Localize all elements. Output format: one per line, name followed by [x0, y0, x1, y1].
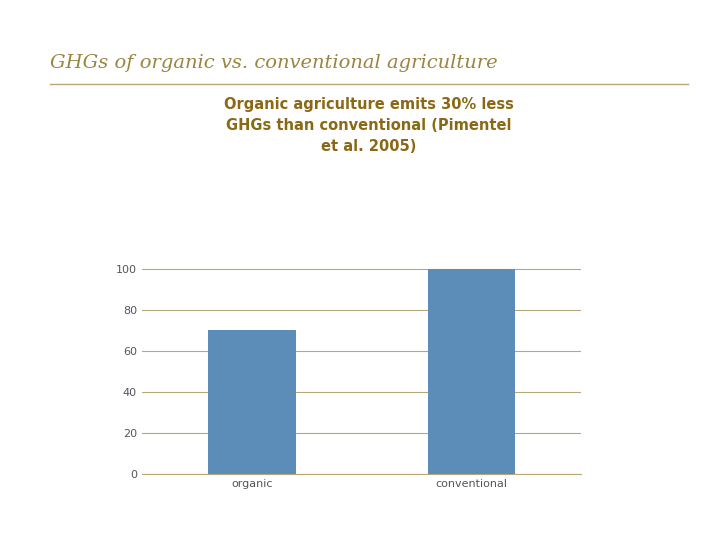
Bar — [208, 330, 296, 474]
Bar — [428, 268, 515, 474]
Text: Organic agriculture emits 30% less
GHGs than conventional (Pimentel
et al. 2005): Organic agriculture emits 30% less GHGs … — [224, 97, 513, 154]
Text: GHGs of organic vs. conventional agriculture: GHGs of organic vs. conventional agricul… — [50, 54, 497, 72]
